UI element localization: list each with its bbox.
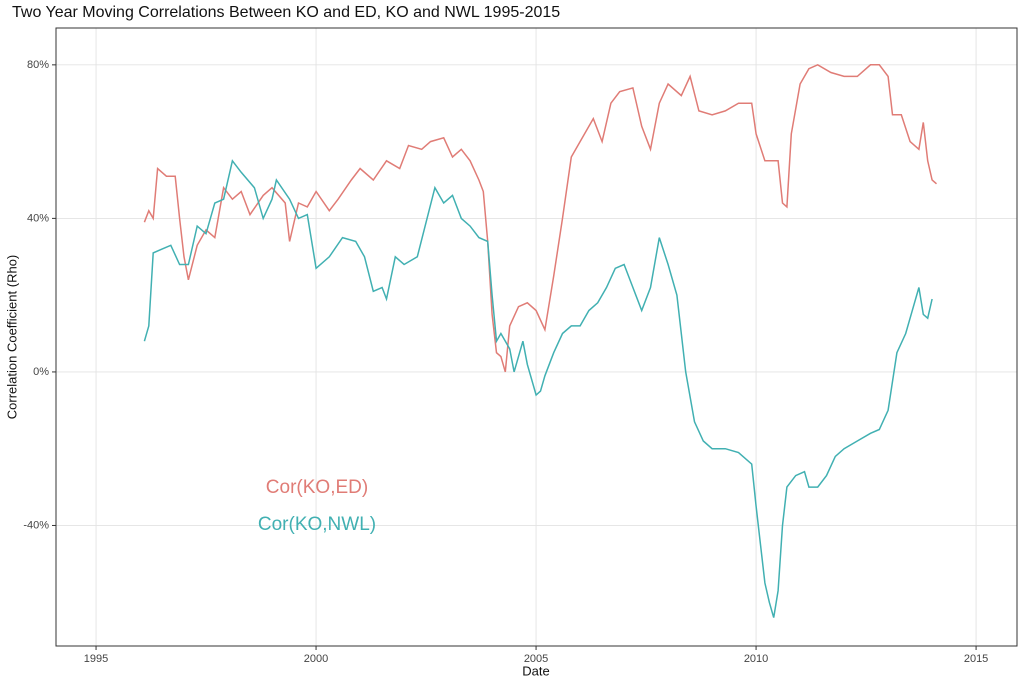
y-tick-label: 0% (33, 366, 49, 378)
y-axis-title: Correlation Coefficient (Rho) (4, 255, 19, 420)
series-label: Cor(KO,ED) (266, 477, 368, 498)
x-tick-label: 2000 (304, 653, 328, 665)
x-tick-label: 1995 (84, 653, 108, 665)
x-axis-title: Date (522, 663, 549, 678)
series-label: Cor(KO,NWL) (258, 514, 376, 535)
y-tick-label: -40% (23, 519, 49, 531)
x-tick-label: 2005 (524, 653, 548, 665)
x-tick-label: 2010 (744, 653, 768, 665)
x-tick-label: 2015 (964, 653, 988, 665)
series-line (143, 63, 937, 373)
y-tick-label: 40% (27, 212, 49, 224)
series-line (143, 159, 933, 618)
plot-border (55, 27, 1018, 647)
y-tick-label: 80% (27, 59, 49, 71)
chart-title: Two Year Moving Correlations Between KO … (12, 4, 560, 21)
